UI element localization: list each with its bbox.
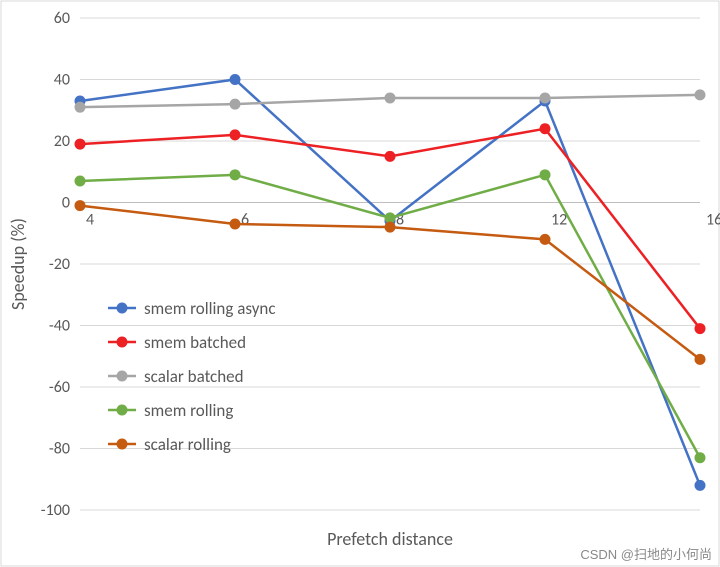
chart-bg [0,0,720,567]
legend-label: smem batched [144,332,246,353]
y-tick-label: -40 [49,317,70,336]
series-marker [75,175,86,186]
series-marker [385,151,396,162]
series-marker [230,169,241,180]
y-axis-label: Speedup (%) [7,218,29,310]
x-tick-label: 16 [706,211,720,230]
y-tick-label: 20 [54,132,70,151]
speedup-chart: -100-80-60-40-2002040604681216Speedup (%… [0,0,720,567]
series-marker [385,92,396,103]
x-axis-label: Prefetch distance [327,528,453,550]
x-tick-label: 6 [241,211,249,230]
series-marker [540,234,551,245]
y-tick-label: 0 [62,194,70,213]
series-marker [385,222,396,233]
legend-label: scalar batched [144,366,244,387]
legend-swatch-marker [117,439,128,450]
legend-swatch-marker [117,303,128,314]
legend-swatch-marker [117,337,128,348]
series-marker [695,89,706,100]
x-tick-label: 4 [86,211,94,230]
series-marker [75,200,86,211]
series-marker [695,452,706,463]
series-marker [540,169,551,180]
y-tick-label: -60 [49,378,70,397]
series-marker [540,92,551,103]
y-tick-label: -80 [49,440,70,459]
legend-swatch-marker [117,371,128,382]
legend-label: scalar rolling [144,434,231,455]
y-tick-label: -20 [49,255,70,274]
y-tick-label: -100 [41,501,70,520]
series-marker [230,74,241,85]
legend-label: smem rolling async [144,298,276,319]
series-marker [695,480,706,491]
series-marker [230,219,241,230]
series-marker [230,99,241,110]
series-marker [75,102,86,113]
legend-swatch-marker [117,405,128,416]
y-tick-label: 40 [54,71,70,90]
series-marker [695,323,706,334]
legend-label: smem rolling [144,400,233,421]
series-marker [230,129,241,140]
series-marker [695,354,706,365]
series-marker [540,123,551,134]
y-tick-label: 60 [54,9,70,28]
series-marker [75,139,86,150]
